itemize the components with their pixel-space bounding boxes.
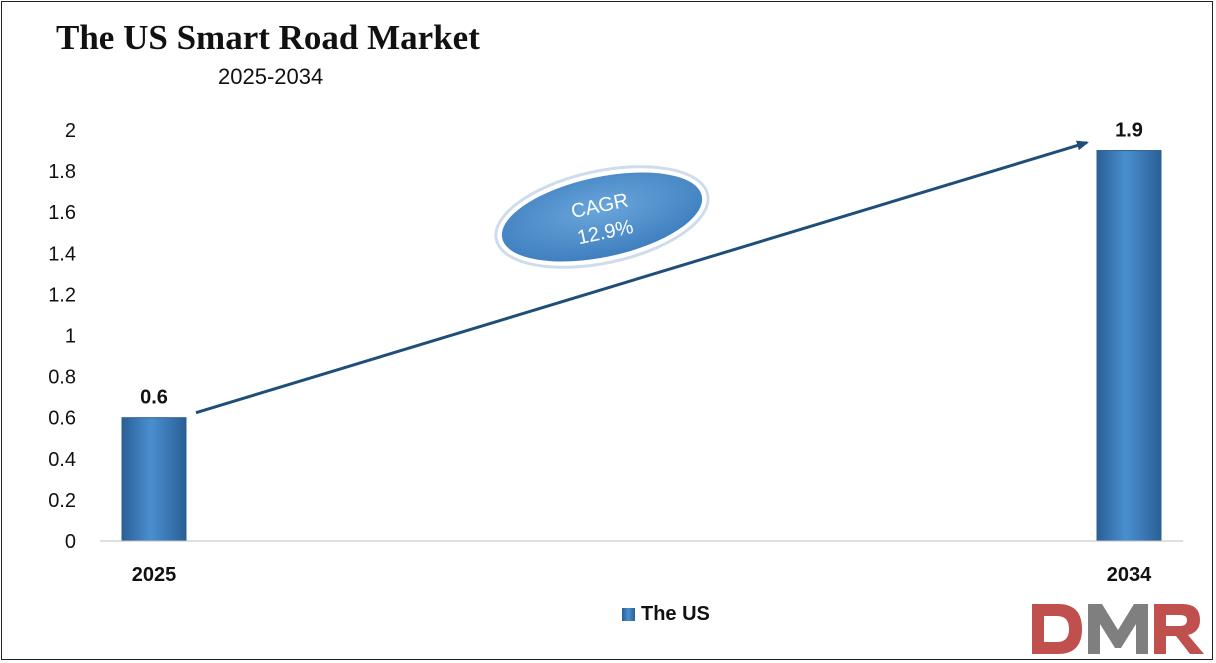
y-tick-label: 1 [65, 326, 76, 348]
bars: 0.6 1.9 [121, 120, 1162, 542]
cagr-arrow [195, 140, 1089, 415]
y-tick-label: 1.8 [48, 161, 76, 183]
data-label: 0.6 [140, 387, 168, 409]
x-tick-label: 2025 [132, 564, 177, 586]
chart-subtitle: 2025-2034 [218, 64, 324, 89]
data-label: 1.9 [1115, 120, 1143, 142]
x-axis: 2025 2034 [132, 564, 1152, 586]
y-tick-label: 0.4 [48, 449, 76, 471]
y-tick-label: 1.2 [48, 284, 76, 306]
y-axis: 0 0.2 0.4 0.6 0.8 1 1.2 1.4 1.6 1.8 2 [48, 120, 76, 553]
y-tick-label: 0.2 [48, 490, 76, 512]
x-tick-label: 2034 [1107, 564, 1152, 586]
bar-2034 [1096, 150, 1162, 542]
dmr-logo [1032, 604, 1204, 654]
legend-swatch [622, 608, 635, 621]
y-tick-label: 0.6 [48, 408, 76, 430]
legend: The US [622, 603, 710, 626]
y-tick-label: 0.8 [48, 367, 76, 389]
y-tick-label: 1.6 [48, 202, 76, 224]
y-tick-label: 2 [65, 120, 76, 142]
cagr-bubble: CAGR 12.9% [494, 165, 710, 269]
y-tick-label: 0 [65, 531, 76, 553]
bar-2025 [121, 417, 187, 542]
cagr-ellipse [501, 172, 703, 262]
y-tick-label: 1.4 [48, 243, 76, 265]
chart-title: The US Smart Road Market [56, 18, 480, 57]
legend-label: The US [641, 603, 710, 625]
